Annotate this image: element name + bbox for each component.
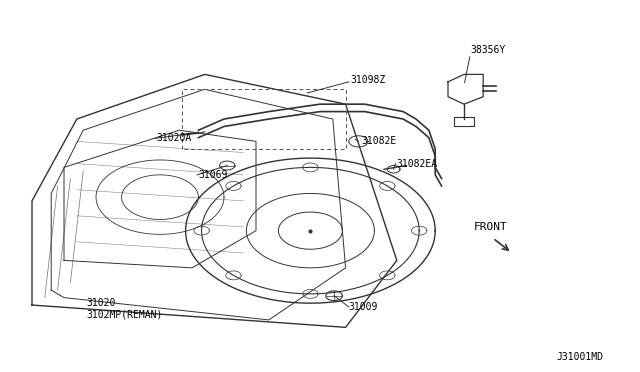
- Text: 31009: 31009: [349, 302, 378, 312]
- Text: 31098Z: 31098Z: [351, 75, 386, 85]
- Text: 31082E: 31082E: [362, 137, 397, 146]
- Text: 31020A: 31020A: [157, 133, 192, 142]
- Text: 31069: 31069: [198, 170, 228, 180]
- Text: 3102MP(REMAN): 3102MP(REMAN): [86, 310, 163, 319]
- Text: 38356Y: 38356Y: [470, 45, 506, 55]
- Text: 31020: 31020: [86, 298, 116, 308]
- Text: FRONT: FRONT: [474, 222, 508, 232]
- Text: J31001MD: J31001MD: [557, 352, 604, 362]
- Text: 31082EA: 31082EA: [397, 159, 438, 169]
